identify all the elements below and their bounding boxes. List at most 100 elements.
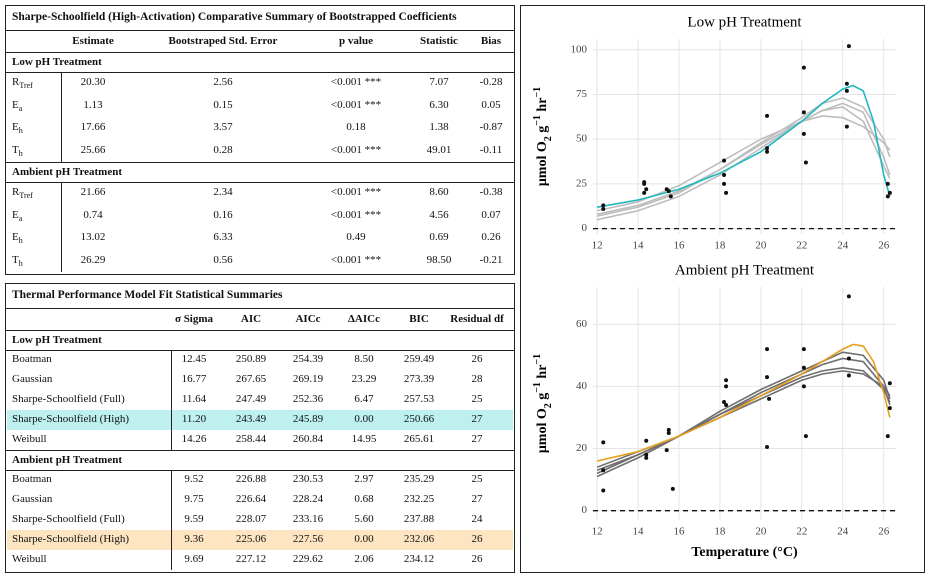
- data-point: [601, 488, 606, 493]
- y-tick-label: 60: [576, 318, 588, 330]
- y-axis-label-part: μmol O: [535, 141, 550, 186]
- fit-curve: [596, 366, 891, 472]
- table-title: Sharpe-Schoolfield (High-Activation) Com…: [12, 11, 457, 23]
- data-point: [885, 181, 890, 186]
- x-tick-label: 14: [633, 526, 645, 538]
- table-cell: 26: [471, 533, 483, 545]
- table-cell: 9.36: [184, 533, 204, 545]
- table-cell: 260.84: [292, 433, 324, 445]
- table-cell: 25: [471, 473, 483, 485]
- table-cell: 0.49: [346, 231, 366, 244]
- param-sub: Tref: [19, 81, 33, 91]
- data-point: [601, 468, 606, 473]
- table-cell: 27: [471, 413, 483, 425]
- table-cell: <0.001 ***: [330, 76, 382, 89]
- data-point: [801, 365, 806, 370]
- table-cell: 26: [471, 353, 483, 365]
- table-cell: 245.89: [292, 413, 324, 425]
- data-point: [644, 438, 649, 443]
- row-label: RTref: [12, 76, 33, 90]
- table-cell: 226.88: [235, 473, 267, 485]
- table-cell: 8.50: [354, 353, 374, 365]
- x-tick-label: 18: [714, 526, 726, 538]
- column-header: BIC: [409, 313, 429, 325]
- table-cell: 16.77: [181, 373, 207, 385]
- x-tick-label: 26: [878, 526, 890, 538]
- column-header: σ Sigma: [174, 313, 214, 325]
- param-sub: Tref: [19, 191, 33, 201]
- y-tick-label: 40: [576, 380, 588, 392]
- table-cell: 49.01: [426, 143, 452, 156]
- fit-curve: [596, 343, 891, 462]
- row-label: Gaussian: [12, 373, 52, 385]
- table-cell: 258.44: [235, 433, 267, 445]
- x-tick-label: 24: [837, 526, 849, 538]
- table-cell: 227.56: [292, 533, 324, 545]
- param-sub: h: [18, 258, 23, 268]
- y-axis-label: μmol O2 g−1 hr−1: [532, 87, 554, 186]
- table-cell: 14.95: [351, 433, 377, 445]
- column-header: Residual df: [450, 313, 504, 325]
- data-point: [722, 158, 727, 163]
- column-rule: [61, 72, 62, 162]
- table-cell: 4.56: [429, 208, 449, 221]
- table-title: Thermal Performance Model Fit Statistica…: [12, 289, 283, 301]
- param-sub: h: [18, 126, 23, 136]
- group-label: Low pH Treatment: [12, 56, 102, 68]
- rule: [6, 52, 514, 53]
- table-cell: -0.21: [479, 253, 503, 266]
- fit-curve: [596, 97, 891, 216]
- table-cell: 227.12: [235, 553, 267, 565]
- table-cell: 27: [471, 433, 483, 445]
- table-cell: 9.52: [184, 473, 204, 485]
- param-sub: a: [18, 213, 23, 223]
- table-cell: 229.62: [292, 553, 324, 565]
- data-point: [666, 189, 671, 194]
- y-tick-label: 75: [576, 88, 588, 100]
- x-tick-label: 12: [592, 526, 603, 538]
- row-label: Ea: [12, 99, 22, 113]
- table-cell: 230.53: [292, 473, 324, 485]
- y-axis-label-part: 2: [543, 403, 554, 408]
- x-tick-label: 18: [714, 240, 726, 252]
- data-point: [803, 160, 808, 165]
- x-tick-label: 16: [673, 526, 685, 538]
- table-cell: 226.64: [235, 493, 267, 505]
- column-rule: [61, 182, 62, 272]
- model: Weibull: [12, 433, 47, 445]
- param: R: [12, 76, 20, 89]
- rule: [6, 470, 514, 471]
- table-cell: 265.61: [403, 433, 435, 445]
- data-point: [644, 452, 649, 457]
- param: E: [12, 121, 19, 134]
- param: E: [12, 98, 19, 111]
- table-cell: 26.29: [80, 253, 106, 266]
- x-tick-label: 20: [755, 240, 767, 252]
- rule: [6, 72, 514, 73]
- table-cell: 273.39: [403, 373, 435, 385]
- table-cell: 0.05: [481, 98, 501, 111]
- summary-table: Sharpe-Schoolfield (High-Activation) Com…: [5, 5, 515, 275]
- column-header: Bootstraped Std. Error: [168, 35, 278, 47]
- data-point: [724, 403, 729, 408]
- table-cell: 14.26: [181, 433, 207, 445]
- y-axis-label-part: μmol O: [535, 408, 550, 453]
- group-label: Low pH Treatment: [12, 334, 102, 346]
- table-cell: 228.07: [235, 513, 267, 525]
- table-cell: <0.001 ***: [330, 208, 382, 221]
- table-cell: 0.26: [481, 231, 501, 244]
- param: E: [12, 231, 19, 244]
- param: R: [12, 186, 20, 199]
- row-label: Sharpe-Schoolfield (Full): [12, 393, 125, 405]
- row-label: Gaussian: [12, 493, 52, 505]
- data-point: [844, 88, 849, 93]
- row-label: Boatman: [12, 353, 52, 365]
- data-point: [765, 113, 770, 118]
- table-cell: 0.07: [481, 208, 501, 221]
- column-rule: [171, 350, 172, 450]
- rule: [6, 350, 514, 351]
- model: Gaussian: [12, 493, 53, 505]
- table-cell: 98.50: [426, 253, 452, 266]
